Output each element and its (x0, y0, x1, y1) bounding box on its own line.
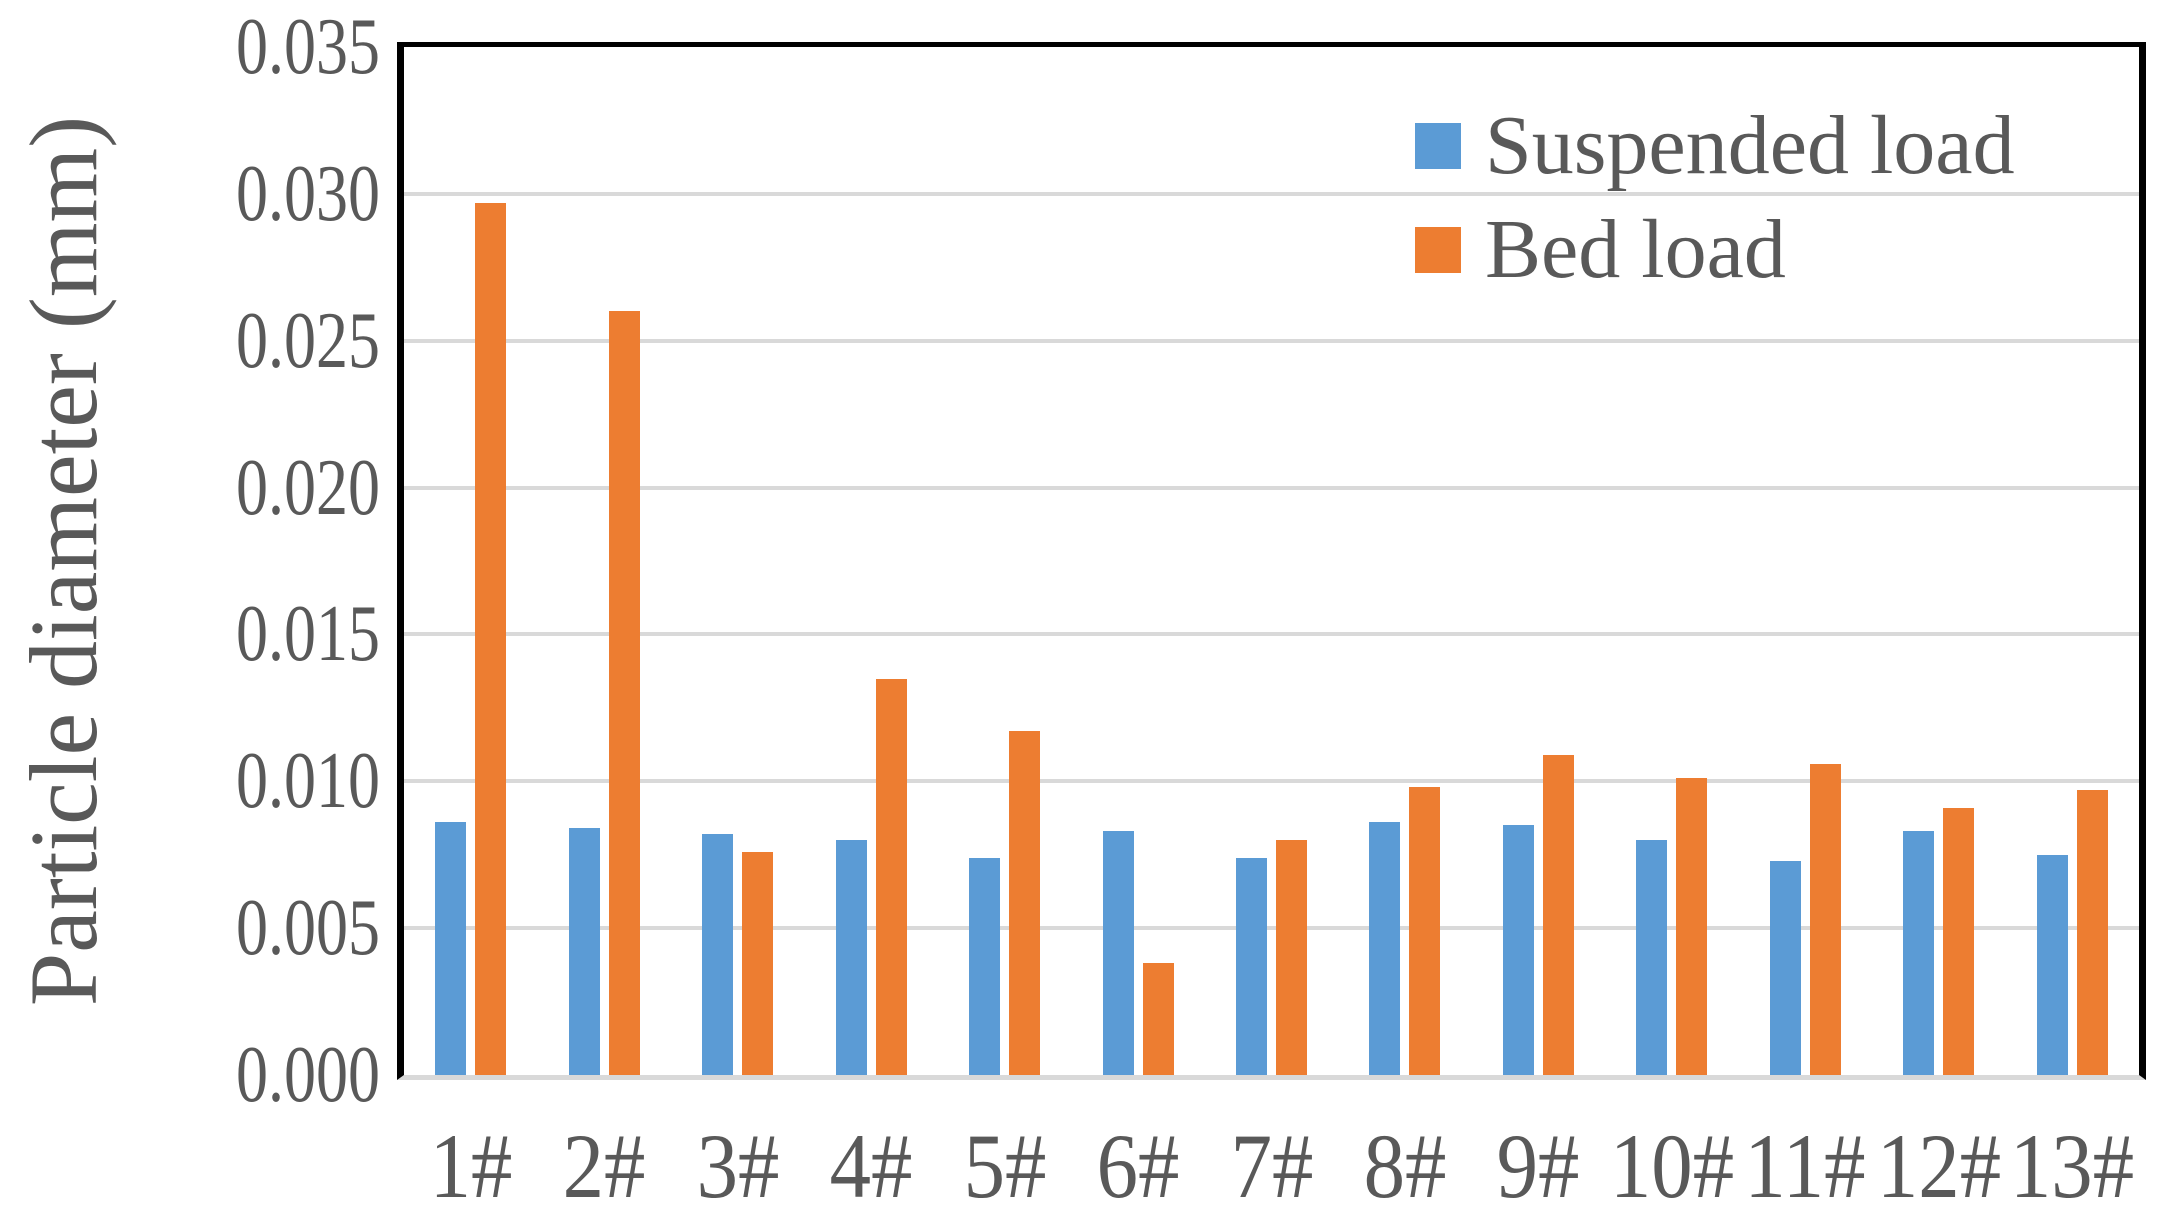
bar-bed-load-12 (1943, 807, 1975, 1075)
x-tick-label: 5# (963, 1115, 1046, 1217)
x-tick-label: 13# (2010, 1115, 2135, 1217)
gridline (404, 779, 2139, 784)
x-tick-label: 4# (829, 1115, 913, 1217)
legend-label-bed-load: Bed load (1485, 203, 1786, 296)
legend-label-suspended-load: Suspended load (1485, 99, 2015, 192)
bar-suspended-load-10 (1636, 840, 1668, 1075)
bar-bed-load-8 (1409, 787, 1441, 1075)
bar-bed-load-2 (608, 311, 640, 1075)
bar-suspended-load-2 (568, 828, 600, 1075)
bar-bed-load-13 (2076, 790, 2108, 1075)
legend-swatch-bed-load-icon (1415, 227, 1461, 273)
x-tick-label: 9# (1497, 1115, 1580, 1217)
y-axis-title: Particle diameter (mm) (10, 115, 117, 1007)
bar-suspended-load-8 (1369, 822, 1401, 1075)
gridline (404, 191, 2139, 196)
legend-item-bed-load: Bed load (1415, 198, 2015, 302)
x-tick-label: 2# (562, 1115, 646, 1217)
bar-suspended-load-6 (1102, 831, 1134, 1075)
x-tick-label: 8# (1363, 1115, 1447, 1217)
bar-bed-load-9 (1542, 754, 1574, 1075)
bar-suspended-load-3 (702, 834, 734, 1075)
gridline (404, 926, 2139, 931)
x-tick-label: 6# (1096, 1115, 1180, 1217)
gridline (404, 485, 2139, 490)
legend-item-suspended-load: Suspended load (1415, 94, 2015, 198)
bar-bed-load-7 (1276, 840, 1307, 1075)
bar-bed-load-10 (1676, 778, 1708, 1075)
bar-suspended-load-5 (969, 857, 1001, 1075)
x-tick-label: 12# (1876, 1115, 2001, 1217)
x-tick-label: 11# (1744, 1115, 1866, 1217)
bar-bed-load-6 (1142, 963, 1174, 1075)
y-tick-label: 0.015 (236, 590, 380, 679)
bar-bed-load-1 (475, 202, 507, 1075)
bar-suspended-load-13 (2036, 854, 2068, 1075)
bar-suspended-load-1 (435, 822, 467, 1075)
y-tick-label: 0.030 (236, 149, 380, 238)
bar-bed-load-3 (742, 851, 774, 1075)
x-tick-label: 7# (1230, 1115, 1313, 1217)
x-tick-label: 10# (1609, 1115, 1734, 1217)
gridline (404, 338, 2139, 343)
bar-suspended-load-7 (1236, 857, 1267, 1075)
gridline (404, 632, 2139, 637)
bar-suspended-load-11 (1769, 860, 1801, 1075)
y-tick-label: 0.005 (236, 884, 380, 973)
legend: Suspended load Bed load (1415, 94, 2015, 302)
bar-suspended-load-4 (835, 840, 867, 1075)
bar-suspended-load-9 (1502, 825, 1534, 1075)
y-tick-label: 0.035 (236, 3, 380, 91)
bar-suspended-load-12 (1903, 831, 1935, 1075)
legend-swatch-suspended-load-icon (1415, 123, 1461, 169)
y-tick-label: 0.020 (236, 443, 380, 532)
y-tick-label: 0.025 (236, 296, 380, 385)
y-tick-label: 0.000 (236, 1031, 380, 1119)
y-tick-label: 0.010 (236, 737, 380, 826)
bar-bed-load-5 (1009, 731, 1041, 1075)
plot-area (397, 42, 2146, 1080)
bar-bed-load-11 (1809, 763, 1841, 1075)
x-tick-label: 3# (696, 1115, 780, 1217)
bar-bed-load-4 (875, 678, 907, 1075)
x-tick-label: 1# (429, 1115, 513, 1217)
